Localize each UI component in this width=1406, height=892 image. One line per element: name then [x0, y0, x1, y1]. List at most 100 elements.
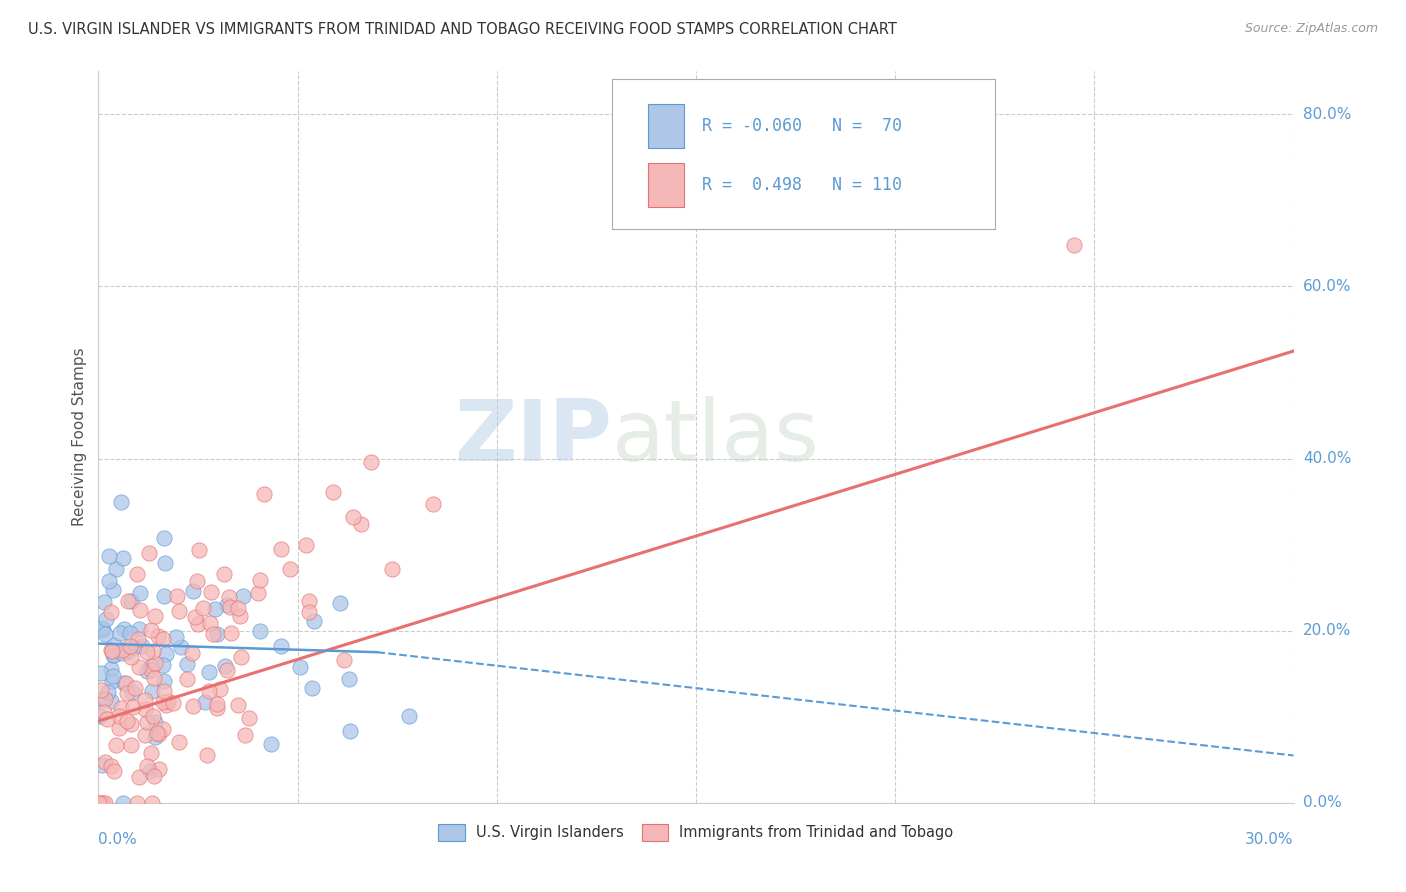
Point: [1063, 238, 1085, 252]
Point: [94, 612, 117, 626]
Point: [297, 606, 319, 620]
Point: [204, 601, 226, 615]
Point: [278, 562, 301, 576]
Point: [122, 640, 145, 655]
Point: [232, 589, 254, 603]
Point: [100, 662, 122, 676]
Point: [129, 586, 152, 600]
Point: [209, 681, 232, 696]
Point: [167, 735, 190, 749]
Point: [339, 723, 361, 738]
Point: [136, 714, 159, 729]
Point: [121, 699, 143, 714]
Point: [342, 509, 364, 524]
Point: [97, 685, 120, 699]
Point: [128, 623, 150, 637]
Text: 60.0%: 60.0%: [1303, 279, 1351, 294]
Point: [128, 660, 150, 674]
Point: [100, 759, 122, 773]
Text: 0.0%: 0.0%: [98, 832, 138, 847]
Point: [100, 605, 122, 619]
Point: [197, 665, 219, 679]
Point: [181, 584, 204, 599]
Point: [136, 645, 159, 659]
Point: [134, 728, 156, 742]
Point: [91, 623, 114, 637]
Point: [143, 715, 166, 730]
FancyBboxPatch shape: [648, 104, 685, 148]
Point: [93, 595, 115, 609]
Point: [98, 574, 121, 589]
Point: [188, 542, 211, 557]
Point: [288, 659, 311, 673]
Point: [120, 594, 142, 608]
Point: [226, 698, 249, 712]
Text: 80.0%: 80.0%: [1303, 107, 1351, 122]
Point: [125, 796, 148, 810]
Point: [219, 600, 242, 615]
Point: [398, 708, 420, 723]
Point: [181, 646, 204, 660]
Point: [187, 617, 209, 632]
Point: [129, 603, 152, 617]
Point: [270, 639, 292, 653]
Point: [215, 663, 238, 677]
Text: Source: ZipAtlas.com: Source: ZipAtlas.com: [1244, 22, 1378, 36]
Point: [111, 643, 134, 657]
Point: [91, 796, 114, 810]
Point: [103, 638, 125, 652]
Point: [101, 674, 124, 689]
Point: [141, 746, 163, 760]
Point: [103, 648, 125, 662]
Point: [205, 700, 228, 714]
Point: [91, 691, 114, 706]
Point: [205, 627, 228, 641]
Point: [87, 796, 110, 810]
Point: [143, 730, 166, 744]
Point: [128, 770, 150, 784]
Point: [195, 748, 218, 763]
Point: [337, 673, 360, 687]
Point: [176, 672, 198, 686]
Point: [238, 711, 260, 725]
Point: [141, 708, 163, 723]
Point: [219, 626, 242, 640]
Point: [142, 644, 165, 658]
Point: [108, 721, 131, 735]
Point: [120, 717, 142, 731]
Point: [146, 629, 169, 643]
Point: [218, 591, 240, 605]
Point: [229, 649, 252, 664]
Point: [422, 497, 444, 511]
Point: [104, 562, 127, 576]
Point: [155, 556, 177, 570]
Point: [228, 609, 250, 624]
Point: [91, 796, 114, 810]
Point: [143, 656, 166, 670]
FancyBboxPatch shape: [613, 78, 995, 228]
Point: [118, 639, 141, 653]
Point: [155, 698, 177, 713]
Text: 40.0%: 40.0%: [1303, 451, 1351, 467]
Point: [186, 574, 208, 589]
Point: [143, 769, 166, 783]
Point: [111, 646, 134, 660]
Point: [215, 599, 238, 613]
Point: [259, 737, 281, 751]
Point: [112, 796, 135, 810]
Point: [115, 714, 138, 728]
Point: [200, 585, 222, 599]
Point: [94, 691, 117, 706]
Point: [90, 683, 112, 698]
Point: [101, 648, 124, 662]
Point: [152, 696, 174, 710]
Point: [135, 759, 157, 773]
Point: [152, 532, 174, 546]
Point: [90, 621, 112, 635]
Text: atlas: atlas: [613, 395, 820, 479]
Point: [89, 709, 111, 723]
Point: [205, 698, 228, 712]
Y-axis label: Receiving Food Stamps: Receiving Food Stamps: [72, 348, 87, 526]
Point: [124, 681, 146, 695]
Point: [134, 702, 156, 716]
